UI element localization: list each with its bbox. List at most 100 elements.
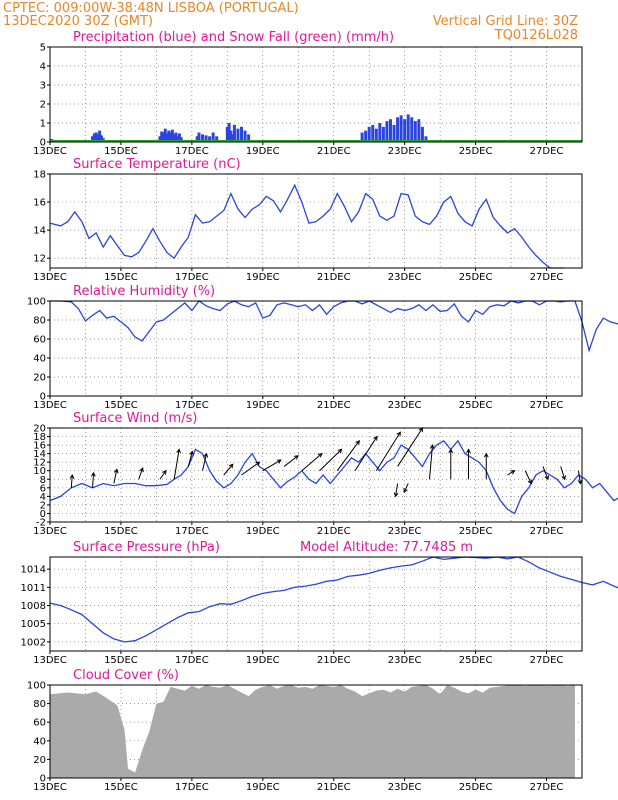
panel-title: Surface Pressure (hPa)	[73, 540, 220, 555]
precip-bar	[99, 135, 103, 142]
precip-bar	[388, 119, 392, 142]
y-tick-label: 2	[40, 500, 46, 511]
y-tick-label: 0	[40, 774, 46, 785]
x-tick-label: 17DEC	[175, 400, 209, 411]
x-tick-label: 25DEC	[459, 400, 493, 411]
panel-frame	[49, 46, 583, 143]
wind-vector	[507, 470, 515, 476]
x-tick-label: 17DEC	[175, 526, 209, 537]
x-tick-label: 27DEC	[530, 400, 564, 411]
precip-bar	[208, 136, 212, 142]
wind-vector-head	[561, 475, 566, 481]
y-tick-label: 80	[33, 316, 46, 327]
wind-vector	[283, 455, 299, 467]
wind-vector	[173, 449, 180, 480]
y-tick-label: 1	[40, 119, 46, 130]
y-tick-label: 4	[40, 492, 46, 503]
series-line	[50, 300, 575, 342]
wind-vector	[319, 449, 342, 472]
wind-vector	[375, 432, 401, 471]
wind-vector	[560, 466, 566, 480]
y-tick-label: 60	[33, 718, 46, 729]
wind-vector-head	[448, 448, 454, 454]
wind-vector-head	[176, 448, 181, 454]
wind-vector-head	[90, 471, 96, 477]
x-tick-label: 25DEC	[459, 655, 493, 666]
wind-vector-head	[69, 473, 75, 479]
x-tick-label: 15DEC	[104, 655, 138, 666]
precip-bar	[417, 119, 421, 142]
wind-vector	[70, 474, 73, 488]
x-tick-label: 23DEC	[388, 655, 422, 666]
wind-vector-head	[373, 435, 378, 441]
panel-frame	[49, 427, 583, 523]
precip-bar	[378, 123, 382, 142]
y-tick-label: 20	[33, 755, 46, 766]
panel-2: 0 20 40 60 80 100 13DEC 15DEC 17DEC 19DEC 21DEC 23D…	[27, 284, 618, 411]
y-tick-label: 10	[33, 466, 46, 477]
precip-bar	[94, 132, 98, 142]
x-tick-label: 19DEC	[246, 526, 280, 537]
y-tick-label: 0	[40, 138, 46, 149]
y-tick-label: 100	[27, 297, 46, 308]
precip-bar	[229, 130, 233, 142]
precip-bar	[367, 126, 371, 142]
cloud-area	[50, 685, 575, 778]
wind-vector-head	[577, 479, 583, 485]
x-tick-label: 13DEC	[33, 272, 67, 283]
series-line	[49, 439, 618, 515]
wind-vector	[524, 470, 532, 484]
x-tick-label: 17DEC	[175, 782, 209, 793]
precip-bar	[163, 128, 167, 142]
x-tick-label: 19DEC	[246, 655, 280, 666]
wind-vector-head	[396, 431, 401, 437]
precip-bar	[385, 121, 389, 142]
x-tick-label: 27DEC	[530, 272, 564, 283]
precip-bar	[371, 124, 375, 142]
x-tick-label: 23DEC	[388, 146, 422, 157]
wind-vector	[354, 436, 378, 471]
header-grid-line: Vertical Grid Line: 30Z	[433, 14, 578, 29]
x-tick-label: 21DEC	[317, 782, 351, 793]
y-tick-label: 18	[33, 170, 46, 181]
precip-bar	[240, 126, 244, 142]
precip-bar	[227, 123, 231, 142]
precip-bar	[396, 117, 400, 142]
x-tick-label: 23DEC	[388, 526, 422, 537]
precip-bar	[381, 126, 385, 142]
x-tick-label: 21DEC	[317, 655, 351, 666]
precip-bar	[161, 132, 165, 142]
wind-vector	[241, 461, 260, 476]
y-tick-label: 20	[33, 373, 46, 384]
precip-bar	[243, 130, 247, 142]
precip-bar	[399, 115, 403, 142]
header-date: 13DEC2020 30Z (GMT)	[3, 14, 153, 29]
precip-bar	[172, 134, 176, 142]
panel-frame	[49, 684, 583, 779]
x-tick-label: 19DEC	[246, 272, 280, 283]
y-tick-label: 5	[40, 43, 46, 54]
precip-bar	[96, 134, 100, 142]
precip-bar	[177, 133, 181, 142]
panel-title: Cloud Cover (%)	[73, 668, 179, 683]
precip-bar	[374, 128, 378, 142]
y-tick-label: 1008	[21, 601, 46, 612]
x-tick-label: 13DEC	[33, 146, 67, 157]
panel-title: Surface Wind (m/s)	[73, 411, 197, 426]
wind-vector-head	[466, 448, 471, 454]
wind-vector-head	[544, 475, 549, 481]
precip-bar	[197, 132, 201, 142]
precip-bar	[169, 132, 173, 142]
wind-vector-head	[403, 488, 408, 494]
y-tick-label: 16	[33, 441, 46, 452]
y-tick-label: -2	[36, 518, 46, 529]
wind-vector-head	[255, 461, 261, 466]
y-tick-label: 4	[40, 62, 46, 73]
y-tick-label: 14	[33, 226, 46, 237]
wind-vector-head	[317, 452, 323, 458]
y-tick-label: 100	[27, 681, 46, 692]
precip-bar	[158, 136, 162, 142]
x-tick-label: 21DEC	[317, 526, 351, 537]
